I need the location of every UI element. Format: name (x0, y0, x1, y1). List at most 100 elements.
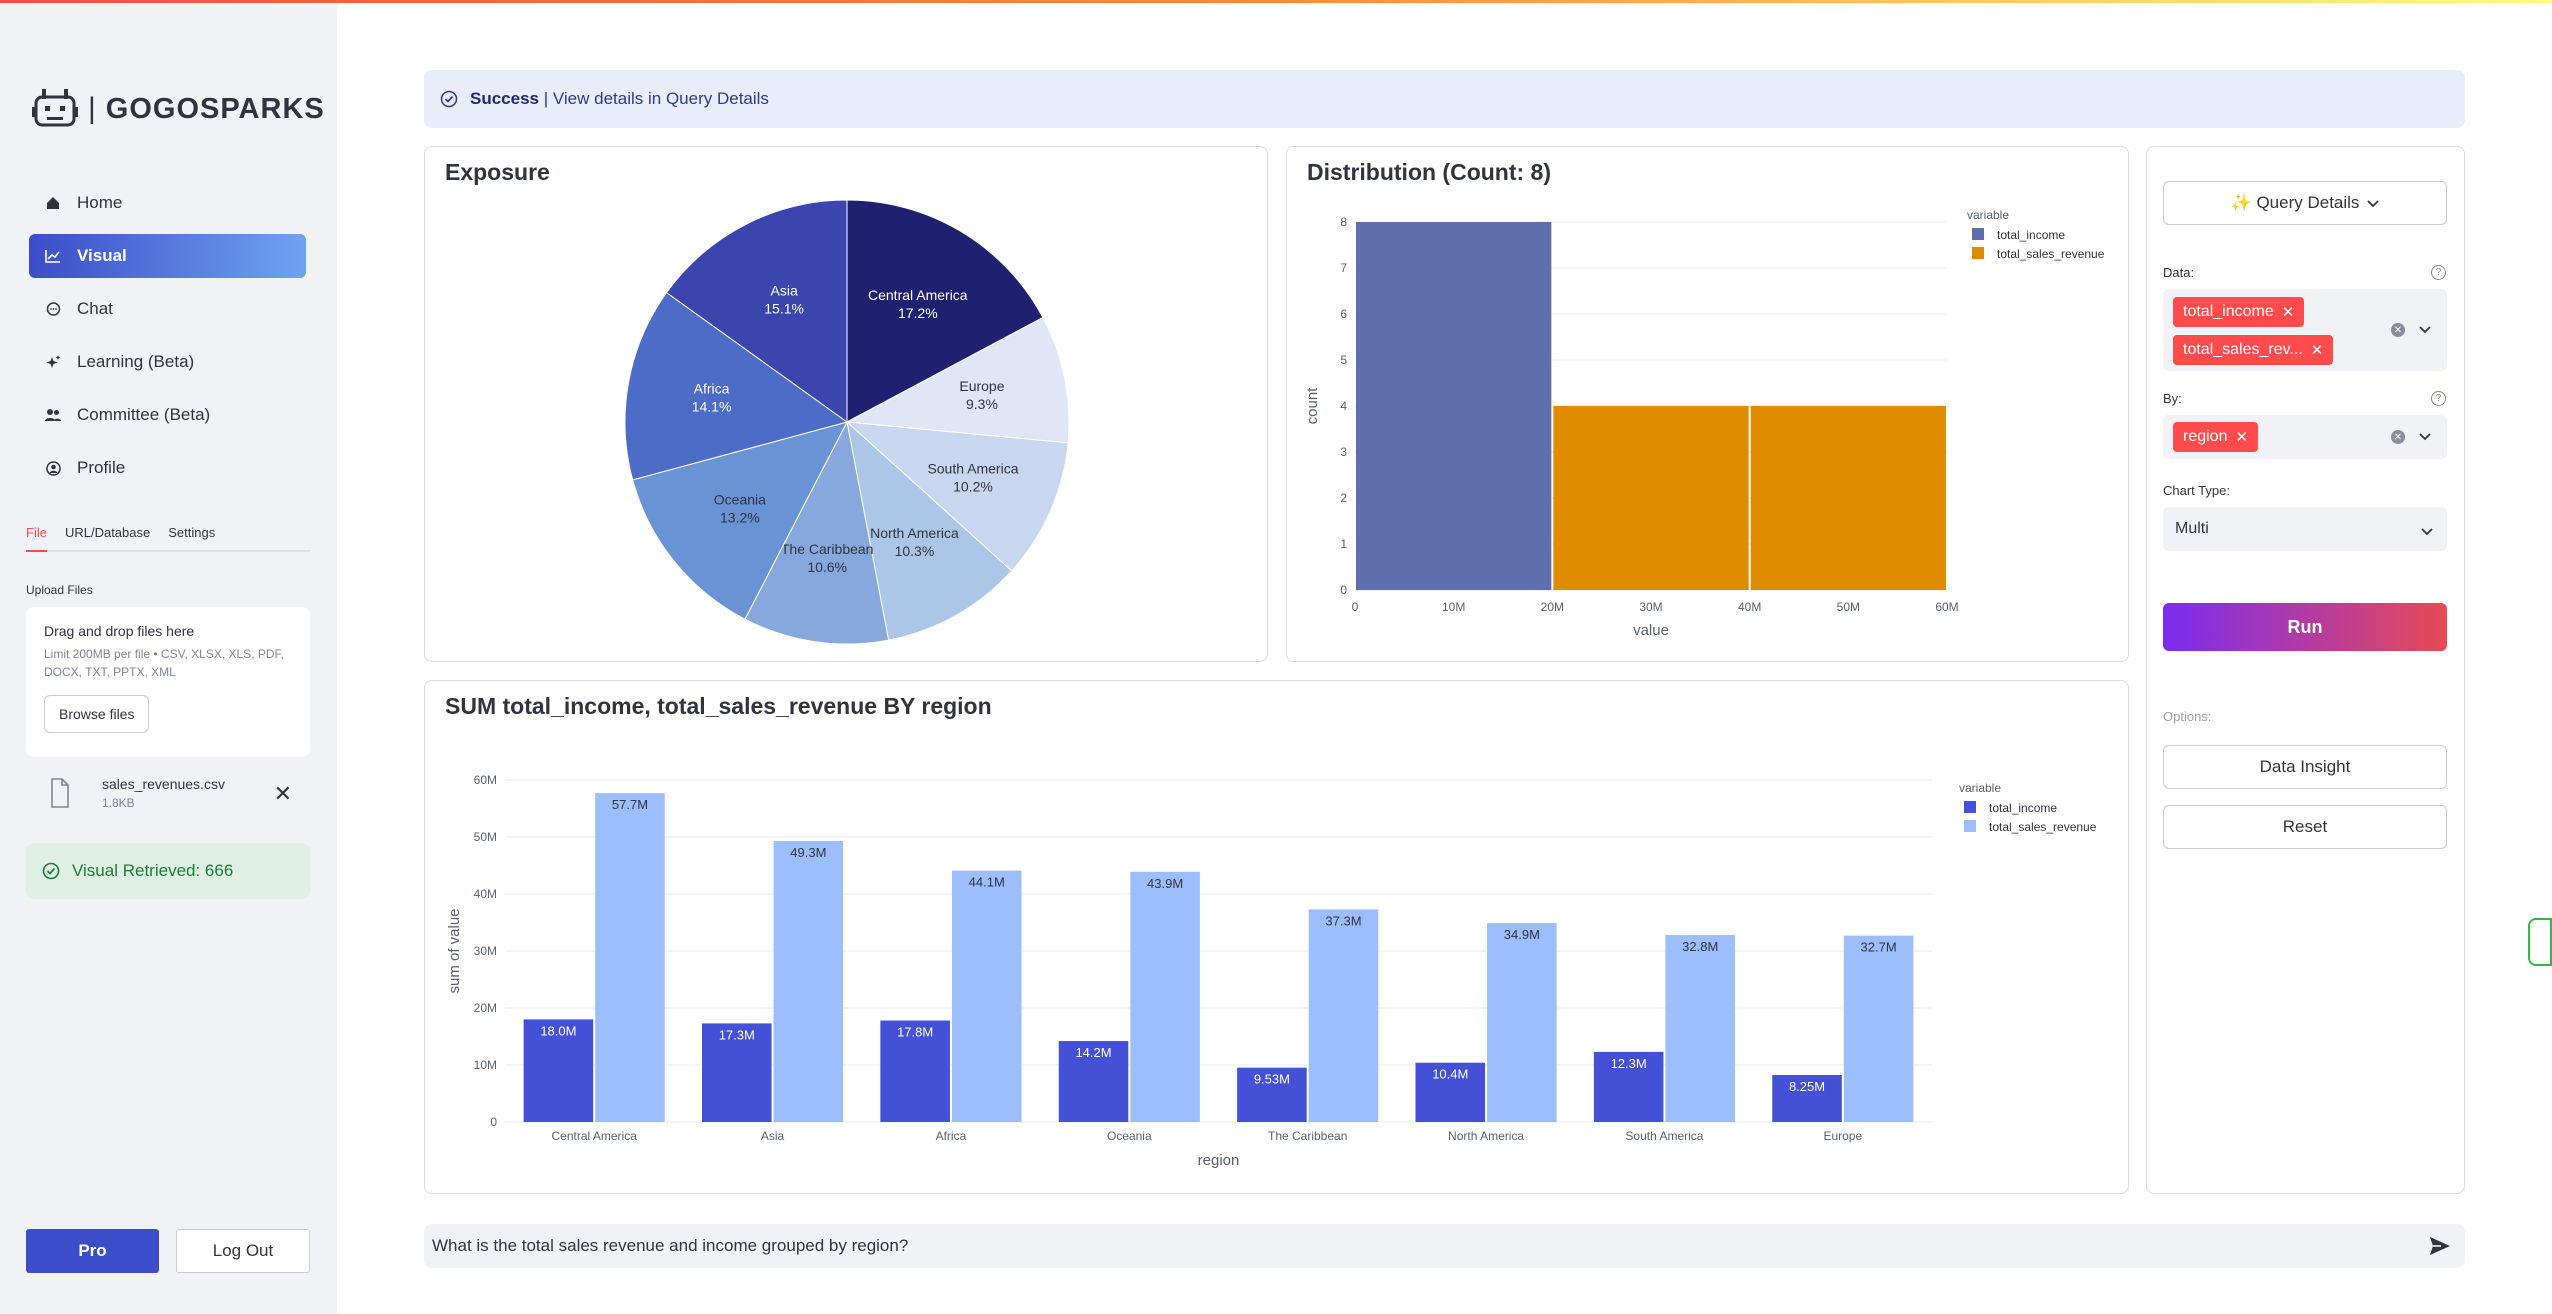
x-tick-label: North America (1448, 1129, 1524, 1143)
pie-slice-value: 9.3% (966, 396, 998, 412)
send-icon[interactable] (2429, 1236, 2451, 1261)
help-icon[interactable]: ? (2431, 265, 2446, 280)
bar-value-label: 8.25M (1789, 1079, 1825, 1094)
pie-slice (665, 199, 848, 423)
sidebar-item-chat[interactable]: Chat (29, 287, 306, 331)
chat-input-text: What is the total sales revenue and inco… (432, 1236, 909, 1255)
x-tick-label: 0 (1352, 600, 1359, 614)
tab-settings[interactable]: Settings (168, 525, 216, 540)
chip-total-sales-revenue[interactable]: total_sales_rev... ✕ (2173, 335, 2334, 365)
data-insight-button[interactable]: Data Insight (2163, 745, 2447, 789)
pie-slice (846, 199, 1044, 423)
logo-text: GOGOSPARKS (105, 92, 325, 125)
remove-file-icon[interactable]: ✕ (273, 781, 292, 806)
pie-slice-label: Oceania (714, 491, 766, 507)
help-icon[interactable]: ? (2431, 391, 2446, 406)
pie-slice-label: Europe (959, 378, 1004, 394)
remove-chip-icon[interactable]: ✕ (2235, 429, 2249, 446)
x-tick-label: Africa (936, 1129, 967, 1143)
chat-input[interactable]: What is the total sales revenue and inco… (424, 1224, 2465, 1268)
x-tick-label: Oceania (1107, 1129, 1152, 1143)
x-axis-label: region (1198, 1152, 1240, 1169)
chip-region[interactable]: region ✕ (2173, 422, 2259, 452)
pie-slice (632, 421, 848, 620)
by-label: By: (2163, 391, 2182, 406)
bar-value-label: 17.8M (897, 1025, 933, 1040)
sidebar-item-visual[interactable]: Visual (29, 234, 306, 278)
y-tick-label: 8 (1340, 215, 1347, 229)
pie-slice-value: 10.6% (807, 559, 847, 575)
trend-icon (45, 248, 61, 264)
data-multiselect[interactable]: total_income ✕ total_sales_rev... ✕ ✕ (2163, 289, 2447, 371)
clear-icon[interactable]: ✕ (2391, 430, 2405, 444)
pie-chart[interactable]: Central America 17.2% Europe 9.3% South Amer… (425, 147, 1269, 663)
bar-value-label: 9.53M (1254, 1072, 1290, 1087)
top-accent-bar (0, 0, 2552, 3)
tab-url-database[interactable]: URL/Database (64, 525, 151, 540)
bar-value-label: 37.3M (1325, 913, 1361, 928)
y-tick-label: 10M (474, 1058, 497, 1072)
legend-swatch (1964, 801, 1976, 813)
sidebar-item-profile[interactable]: Profile (29, 446, 306, 490)
sidebar-nav: Home Visual Chat Learning (Beta) Committ… (29, 181, 306, 499)
check-circle-icon (42, 862, 60, 880)
file-dropzone[interactable]: Drag and drop files here Limit 200MB per… (26, 607, 310, 757)
y-tick-label: 4 (1340, 399, 1347, 413)
run-button[interactable]: Run (2163, 603, 2447, 651)
bar-chart-card: SUM total_income, total_sales_revenue BY… (424, 680, 2129, 1194)
histogram-bar (1356, 222, 1552, 590)
clear-icon[interactable]: ✕ (2391, 323, 2405, 337)
query-details-button[interactable]: ✨ Query Details (2163, 181, 2447, 225)
legend-title: variable (1967, 208, 2009, 222)
edge-widget[interactable] (2528, 918, 2552, 966)
sidebar-item-committee[interactable]: Committee (Beta) (29, 393, 306, 437)
chip-label: total_income (2183, 303, 2274, 320)
chart-type-label: Chart Type: (2163, 483, 2230, 498)
sidebar-item-home[interactable]: Home (29, 181, 306, 225)
chip-total-income[interactable]: total_income ✕ (2173, 297, 2305, 327)
bar-value-label: 44.1M (969, 875, 1005, 890)
bar-value-label: 14.2M (1075, 1045, 1111, 1060)
reset-button[interactable]: Reset (2163, 805, 2447, 849)
bar-value-label: 34.9M (1504, 927, 1540, 942)
logo: | GOGOSPARKS (32, 87, 325, 131)
x-tick-label: 60M (1935, 600, 1958, 614)
pie-slice (624, 291, 849, 481)
pro-button[interactable]: Pro (26, 1229, 159, 1273)
sidebar-item-learning[interactable]: Learning (Beta) (29, 340, 306, 384)
bar (1772, 1074, 1842, 1122)
file-name: sales_revenues.csv (102, 776, 225, 792)
grouped-bar-chart[interactable]: 0 10M 20M 30M 40M 50M 60M 18.0M 57.7M Central Ame… (425, 681, 2130, 1195)
y-tick-label: 40M (474, 887, 497, 901)
x-tick-label: 40M (1738, 600, 1761, 614)
success-detail: | View details in Query Details (543, 89, 769, 108)
y-tick-label: 30M (474, 944, 497, 958)
remove-chip-icon[interactable]: ✕ (2281, 304, 2295, 321)
check-circle-icon (440, 90, 458, 108)
browse-files-button[interactable]: Browse files (44, 695, 150, 733)
remove-chip-icon[interactable]: ✕ (2310, 342, 2324, 359)
sidebar-item-label: Visual (77, 246, 127, 265)
sidebar-item-label: Committee (Beta) (77, 405, 211, 424)
chart-type-select[interactable]: Multi (2163, 507, 2447, 551)
upload-files-label: Upload Files (26, 583, 93, 597)
x-tick-label: The Caribbean (1268, 1129, 1347, 1143)
bar (773, 840, 844, 1122)
by-multiselect[interactable]: region ✕ ✕ (2163, 415, 2447, 459)
sidebar-item-label: Profile (77, 458, 126, 477)
bar-value-label: 10.4M (1432, 1067, 1468, 1082)
robot-icon (32, 89, 78, 127)
tab-file[interactable]: File (26, 525, 47, 552)
logout-button[interactable]: Log Out (176, 1229, 310, 1273)
pie-slice-value: 13.2% (720, 509, 760, 525)
exposure-title: Exposure (445, 159, 550, 185)
histogram-chart[interactable]: 0 1 2 3 4 5 6 7 8 0 10M 20M 30M 40M 50M 60M value count va… (1287, 147, 2130, 663)
chevron-down-icon[interactable] (2419, 428, 2431, 444)
chevron-down-icon[interactable] (2419, 321, 2431, 337)
x-tick-label: 30M (1639, 600, 1662, 614)
bar (523, 1019, 594, 1122)
home-icon (45, 195, 61, 211)
y-tick-label: 3 (1340, 445, 1347, 459)
pie-slice-label: The Caribbean (781, 541, 874, 557)
bar-value-label: 49.3M (790, 845, 826, 860)
